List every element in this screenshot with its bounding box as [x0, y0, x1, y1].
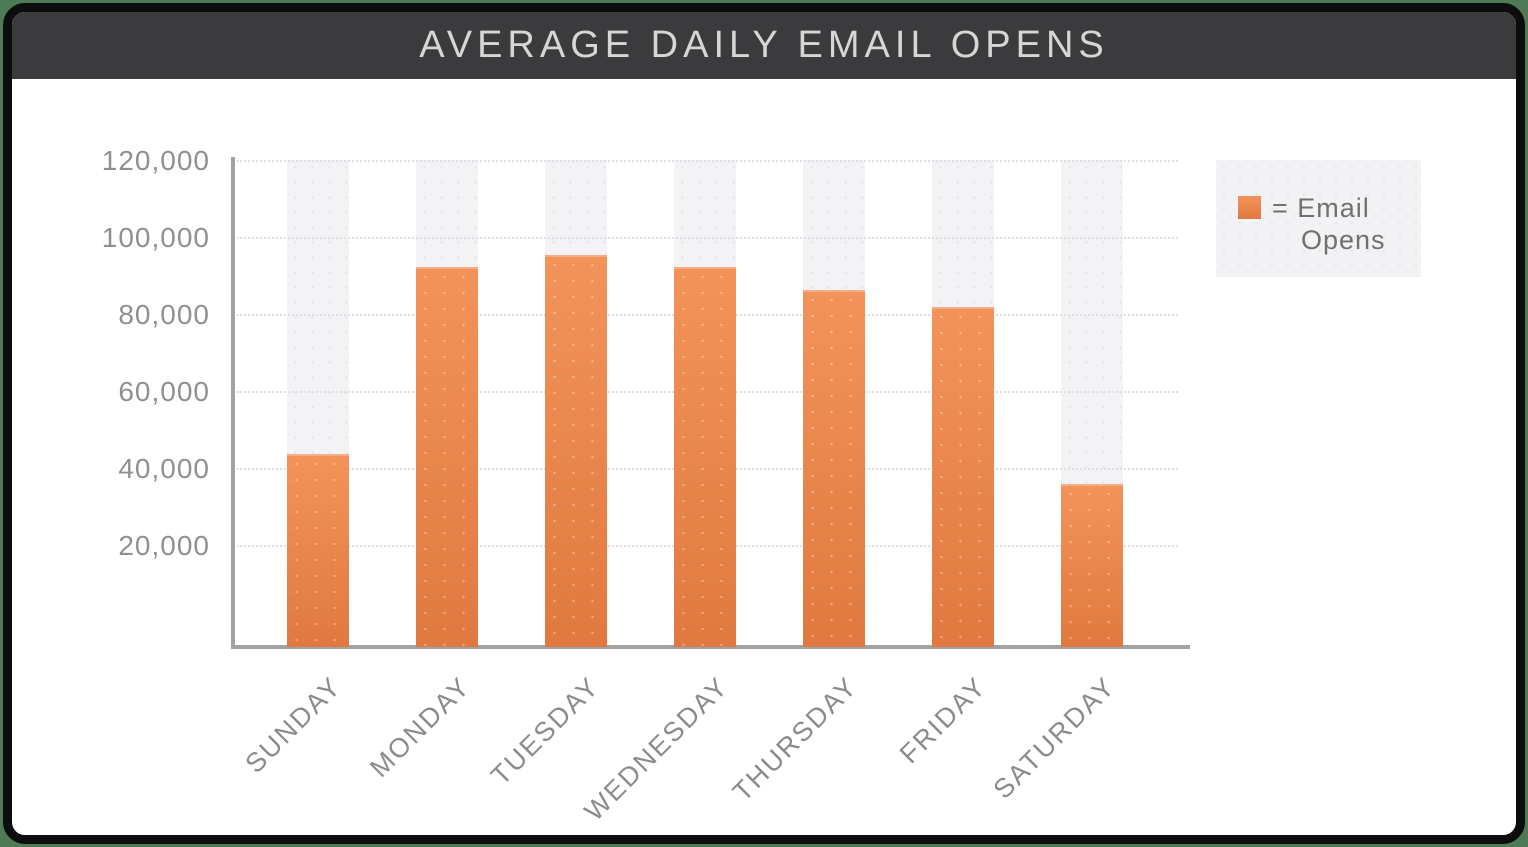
chart-header: AVERAGE DAILY EMAIL OPENS [12, 12, 1516, 79]
y-axis-tick-label: 80,000 [118, 299, 210, 330]
x-axis-label-tuesday: TUESDAY [485, 671, 606, 791]
plot-area: = Email Opens 120,000 100,000 80,000 60,000… [12, 79, 1516, 835]
bar-thursday [803, 289, 865, 647]
y-axis-tick-label: 20,000 [118, 530, 210, 561]
y-axis-tick-label: 100,000 [101, 222, 210, 253]
y-axis-tick-label: 60,000 [118, 376, 210, 407]
x-axis-label-thursday: THURSDAY [727, 671, 864, 808]
x-axis-label-sunday: SUNDAY [239, 671, 348, 779]
chart-legend: = Email Opens [1216, 160, 1421, 277]
chart-card: AVERAGE DAILY EMAIL OPENS = Email Opens … [3, 3, 1525, 844]
legend-swatch-email-opens [1238, 196, 1261, 219]
legend-label: = Email Opens [1272, 192, 1386, 256]
x-axis-label-friday: FRIDAY [893, 671, 993, 770]
y-axis-tick-label: 120,000 [101, 145, 210, 176]
bar-tuesday [545, 255, 607, 647]
x-axis-line [231, 645, 1190, 649]
bar-saturday [1061, 484, 1123, 647]
y-axis-tick-label: 40,000 [118, 453, 210, 484]
bar-friday [932, 307, 994, 647]
bar-wednesday [674, 266, 736, 647]
bar-sunday [287, 453, 349, 647]
x-axis-label-monday: MONDAY [364, 671, 477, 784]
legend-label-line1: = Email [1272, 193, 1370, 223]
chart-title: AVERAGE DAILY EMAIL OPENS [419, 24, 1109, 66]
x-axis-label-saturday: SATURDAY [987, 671, 1122, 805]
grid-line [237, 237, 1178, 239]
grid-line [237, 160, 1178, 162]
bar-monday [416, 266, 478, 647]
legend-label-line2: Opens [1301, 225, 1386, 255]
y-axis-line [231, 157, 235, 649]
